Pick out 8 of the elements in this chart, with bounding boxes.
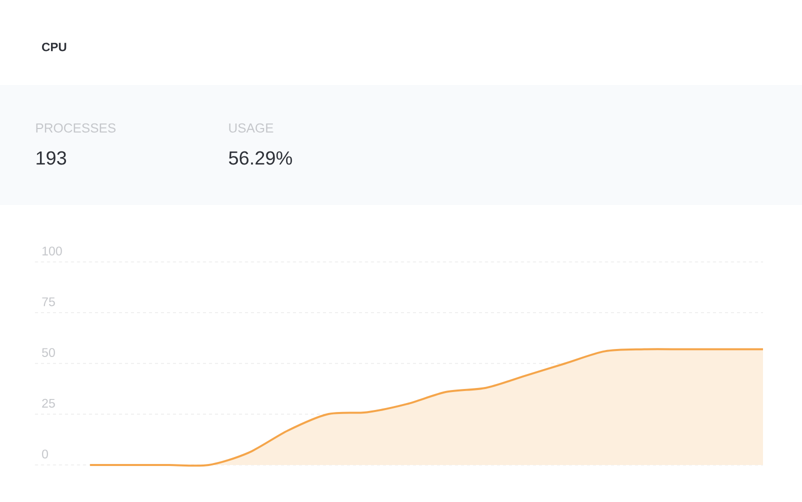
y-tick-label: 50 (42, 348, 55, 357)
text: 193 (36, 151, 66, 165)
y-tick-label: 25 (42, 398, 55, 408)
chart-title: CPU (42, 42, 66, 52)
y-tick-label: 0 (42, 450, 48, 458)
text: 56.29% (228, 151, 292, 165)
y-tick-label: 75 (42, 297, 55, 306)
y-tick-label: 100 (42, 246, 62, 256)
